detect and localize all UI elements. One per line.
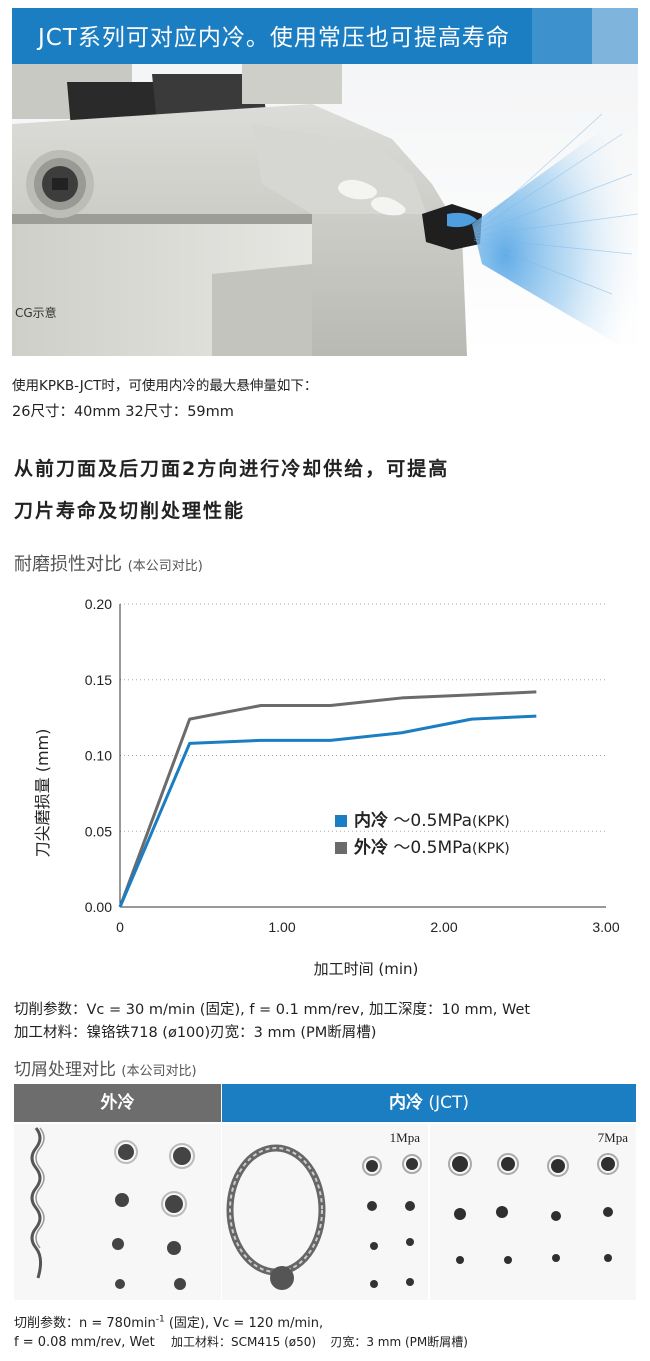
banner-title: JCT系列可对应内冷。使用常压也可提高寿命: [38, 25, 510, 51]
legend-entry: 外冷 ～0.5MPa(KPK): [354, 837, 510, 858]
footnote-width: 刃宽：3 mm (PM断屑槽): [330, 1335, 468, 1349]
wear-chart: 0.00 0.05 0.10 0.15 0.20 0 1.00 2.00 3.00 刀尖磨损量…: [33, 596, 620, 978]
x-tick-label: 1.00: [268, 919, 295, 935]
wear-subtitle: (本公司对比): [127, 559, 203, 574]
x-tick-labels: 0 1.00 2.00 3.00: [116, 919, 620, 935]
pressure-label-1mpa: 1Mpa: [389, 1130, 420, 1145]
column-internal-coolant: 内冷 (JCT): [222, 1084, 636, 1122]
legend-swatch: [335, 815, 347, 827]
internal-label: 内冷: [389, 1093, 424, 1113]
chip-photo-internal-7mpa: 7Mpa: [430, 1124, 636, 1300]
y-tick-label: 0.00: [85, 899, 112, 915]
footnote-feed: f = 0.08 mm/rev, Wet: [14, 1335, 155, 1350]
y-tick-labels: 0.00 0.05 0.10 0.15 0.20: [85, 596, 112, 915]
headline-line2: 刀片寿命及切削处理性能: [14, 500, 246, 522]
legend-swatch: [335, 842, 347, 854]
y-tick-label: 0.20: [85, 596, 112, 612]
footnote-line1: 切削参数：n = 780min-1 (固定), Vc = 120 m/min,: [14, 1312, 323, 1331]
footnote-material: 加工材料：SCM415 (ø50): [171, 1335, 317, 1349]
legend-entry: 内冷 ～0.5MPa(KPK): [354, 810, 510, 831]
pressure-label-7mpa: 7Mpa: [597, 1130, 628, 1145]
y-tick-label: 0.05: [85, 823, 112, 839]
internal-suffix: (JCT): [423, 1093, 469, 1113]
wear-title: 耐磨损性对比: [14, 554, 122, 575]
y-tick-label: 0.15: [85, 672, 112, 688]
series-line-internal: [118, 714, 537, 908]
x-axis-label: 加工时间 (min): [314, 960, 419, 978]
chip-section-title: 切屑处理对比 (本公司对比): [14, 1055, 197, 1080]
header-banner: JCT系列可对应内冷。使用常压也可提高寿命: [12, 8, 638, 64]
cutting-params-line1: 切削参数：Vc = 30 m/min (固定), f = 0.1 mm/rev,…: [14, 1002, 531, 1018]
cutting-params-line2: 加工材料：镍铬铁718 (ø100)刃宽：3 mm (PM断屑槽): [14, 1025, 377, 1041]
illustration-caption: CG示意: [15, 306, 57, 320]
overhang-note-line2: 26尺寸：40mm 32尺寸：59mm: [12, 404, 234, 420]
footnote-line2: f = 0.08 mm/rev, Wet 加工材料：SCM415 (ø50) 刃…: [14, 1333, 468, 1350]
footnote-rpm: 切削参数：n = 780min: [14, 1316, 156, 1331]
x-tick-label: 2.00: [430, 919, 457, 935]
x-tick-label: 3.00: [592, 919, 619, 935]
y-axis-label: 刀尖磨损量 (mm): [33, 729, 52, 858]
headline-line1: 从前刀面及后刀面2方向进行冷却供给，可提高: [14, 458, 450, 480]
series-line-external: [118, 690, 537, 908]
chart-grid: [120, 603, 606, 832]
footnote-speed: (固定), Vc = 120 m/min,: [164, 1316, 324, 1331]
chip-title: 切屑处理对比: [14, 1060, 116, 1080]
chart-legend: 内冷 ～0.5MPa(KPK) 外冷 ～0.5MPa(KPK): [335, 810, 510, 858]
x-tick-label: 0: [116, 919, 124, 935]
chip-photo-external: [14, 1124, 221, 1300]
chip-photo-internal-1mpa: 1Mpa: [222, 1124, 428, 1300]
footnote-superscript: -1: [155, 1314, 165, 1325]
wear-section-title: 耐磨损性对比 (本公司对比): [14, 550, 203, 576]
y-tick-label: 0.10: [85, 748, 112, 764]
tool-illustration: [12, 64, 638, 356]
chip-subtitle: (本公司对比): [121, 1064, 197, 1079]
column-external-coolant: 外冷: [14, 1084, 221, 1122]
overhang-note-line1: 使用KPKB-JCT时，可使用内冷的最大悬伸量如下：: [12, 378, 318, 394]
series-lines: [118, 690, 537, 908]
